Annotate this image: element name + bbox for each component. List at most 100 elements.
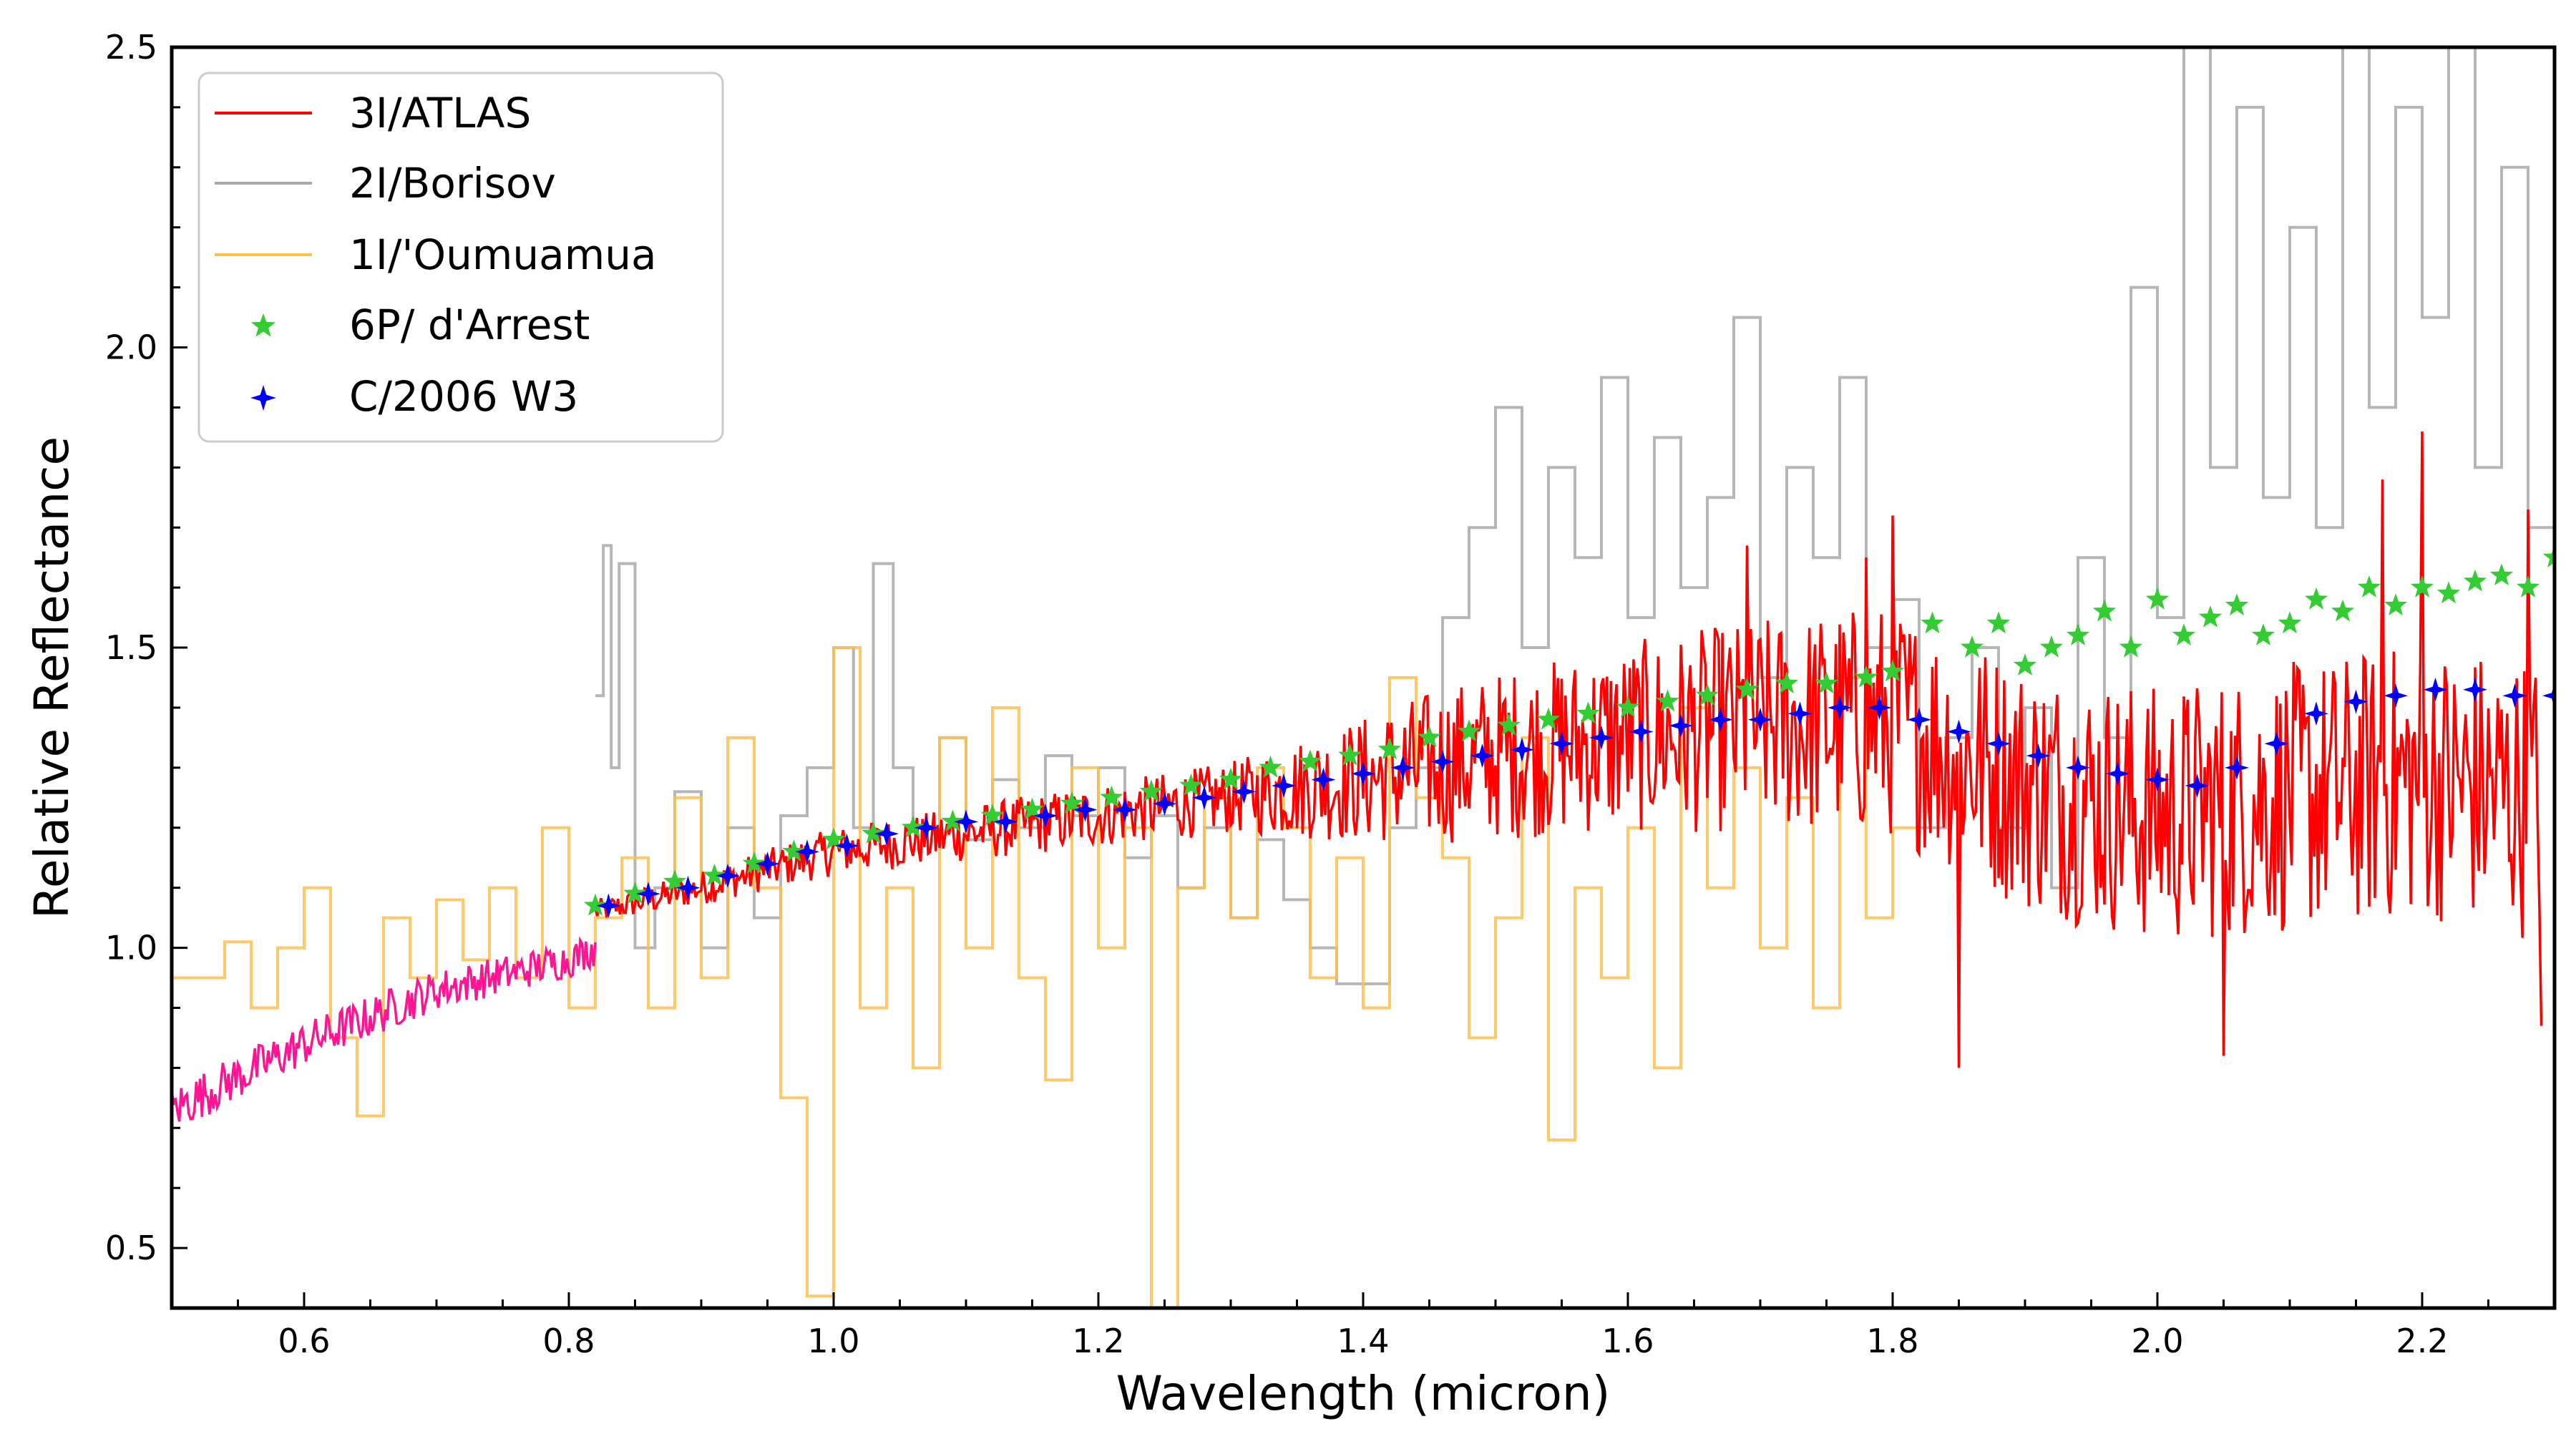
series-4-point (2172, 623, 2196, 645)
x-tick-label: 1.6 (1601, 1322, 1654, 1360)
series-5-point (1748, 707, 1772, 732)
series-5-point (1946, 719, 1971, 744)
x-tick-label: 0.8 (542, 1322, 595, 1360)
series-5-point (2145, 767, 2170, 792)
series-5-point (993, 809, 1018, 834)
series-4-point (2225, 593, 2249, 616)
series-4-point (1457, 719, 1481, 742)
series-5-point (2463, 677, 2487, 702)
series-4-point (1854, 665, 1878, 688)
series-4-point (2410, 575, 2434, 597)
series-5-point (1669, 713, 1693, 738)
series-4-point (2516, 575, 2540, 597)
series-5-point (716, 863, 740, 888)
x-tick-label: 1.8 (1866, 1322, 1918, 1360)
y-tick-label: 2.5 (105, 28, 157, 67)
series-4-point (1139, 779, 1163, 802)
series-5-point (1113, 797, 1137, 822)
series-5-point (1033, 804, 1058, 828)
series-5-point (755, 852, 780, 877)
series-4-point (1020, 797, 1044, 820)
series-5-point (2105, 761, 2130, 786)
series-5-point (1152, 791, 1177, 816)
series-4-point (663, 869, 687, 892)
series-5-point (1231, 779, 1257, 804)
series-5-point (914, 815, 939, 840)
series-4-point (742, 852, 766, 874)
series-4-point (1656, 689, 1679, 712)
series-4-point (1960, 635, 1984, 658)
x-tick-label: 1.4 (1337, 1322, 1389, 1360)
legend-box (197, 72, 724, 443)
x-tick-label: 2.2 (2396, 1322, 2448, 1360)
series-5-point (1470, 743, 1495, 769)
plot-area (170, 45, 2557, 1310)
x-tick-label: 1.0 (807, 1322, 859, 1360)
series-5-point (596, 893, 621, 918)
series-4-point (1921, 611, 1944, 634)
series-4-point (1616, 696, 1640, 718)
series-4-point (2145, 587, 2170, 610)
series-5-point (2542, 683, 2555, 708)
series-5-point (2384, 683, 2408, 708)
series-4-point (1815, 671, 1838, 694)
series-4-point (862, 821, 885, 844)
series-layer (172, 47, 2555, 1308)
series-5-point (2343, 689, 2368, 714)
series-4-point (1735, 677, 1759, 700)
series-4-point (2066, 623, 2090, 645)
series-4-point (2119, 635, 2143, 658)
series-1-line (172, 936, 597, 1122)
axis-ticks: 0.6 0.8 1.0 1.2 1.4 1.6 1.8 2.0 2.2 0.5 1.0 1.5 2.0 2… (105, 28, 2556, 1360)
legend-label-2i-borisov: 2I/Borisov (349, 159, 556, 208)
series-5-point (2304, 701, 2328, 726)
series-4-point (1880, 659, 1905, 682)
series-5-point (1589, 725, 1614, 750)
series-5-point (1430, 749, 1455, 774)
series-4-point (2542, 545, 2555, 567)
series-4-point (1100, 785, 1123, 808)
series-5-point (1510, 737, 1534, 762)
series-5-point (2185, 774, 2210, 798)
x-tick-label: 1.2 (1072, 1322, 1124, 1360)
x-axis-label: Wavelength (micron) (1116, 1366, 1611, 1421)
series-5-point (2502, 683, 2527, 708)
series-4-point (2357, 575, 2381, 597)
series-4-point (2278, 611, 2302, 634)
series-4-point (1986, 611, 2011, 634)
series-5-point (1272, 774, 1296, 798)
series-4-point (2463, 569, 2487, 592)
series-5-point (1787, 701, 1813, 726)
series-4-point (2013, 653, 2037, 675)
series-4-point (703, 863, 726, 886)
series-5-point (795, 839, 819, 864)
x-tick-label: 0.6 (278, 1322, 330, 1360)
series-5-point (1986, 731, 2011, 756)
series-4-point (1060, 791, 1084, 814)
x-tick-label: 2.0 (2131, 1322, 2183, 1360)
series-4-point (2304, 587, 2328, 610)
series-4-point (623, 882, 647, 904)
series-4-point (1179, 774, 1203, 796)
y-tick-label: 1.0 (105, 929, 157, 967)
y-tick-label: 2.0 (105, 328, 157, 367)
series-5-point (954, 809, 978, 834)
series-4-point (782, 839, 806, 862)
legend-label-1i-oumuamua: 1I/'Oumuamua (349, 230, 657, 279)
series-4-point (1695, 683, 1719, 706)
series-5-point (1549, 731, 1574, 756)
y-tick-label: 0.5 (105, 1229, 157, 1267)
series-4-point (821, 827, 846, 850)
series-4-point (1497, 713, 1521, 736)
series-4-point (1219, 767, 1243, 790)
series-5-point (636, 882, 660, 907)
series-5-point (1390, 755, 1415, 780)
series-3-step-line (172, 646, 1919, 1308)
series-5-point (675, 875, 701, 900)
series-4-point (1298, 749, 1322, 772)
series-5-point (2225, 755, 2249, 780)
series-5-point (1867, 696, 1892, 720)
series-0-line (594, 431, 2543, 1068)
legend: 3I/ATLAS 2I/Borisov 1I/'Oumuamua 6P/ d'A… (197, 72, 724, 443)
